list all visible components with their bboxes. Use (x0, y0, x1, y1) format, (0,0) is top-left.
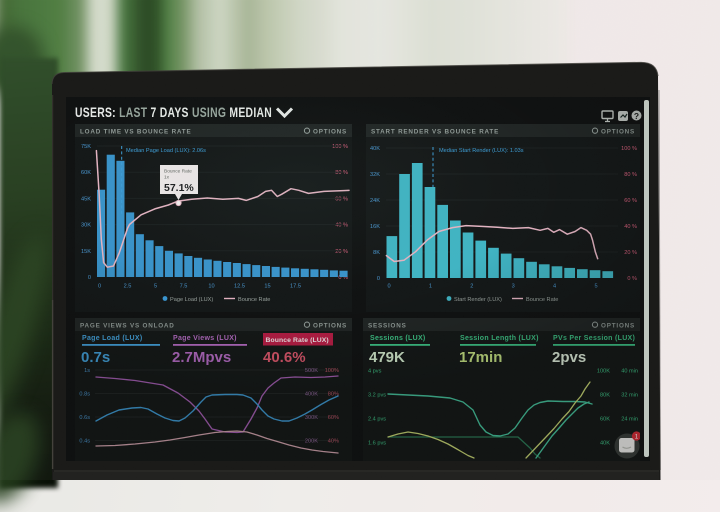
svg-text:Bounce Rate: Bounce Rate (164, 169, 192, 175)
svg-text:40 min: 40 min (621, 369, 638, 375)
svg-text:40%: 40% (328, 439, 339, 445)
svg-text:?: ? (634, 111, 639, 121)
svg-text:300K: 300K (305, 415, 318, 421)
svg-text:LOAD TIME VS BOUNCE RATE: LOAD TIME VS BOUNCE RATE (80, 129, 191, 136)
svg-text:40K: 40K (370, 146, 380, 152)
svg-text:15K: 15K (81, 249, 91, 255)
svg-text:24K: 24K (370, 198, 380, 204)
svg-text:40K: 40K (600, 441, 610, 447)
svg-text:80 %: 80 % (335, 170, 348, 176)
svg-text:2.5: 2.5 (124, 284, 132, 290)
svg-text:Median Page Load (LUX): 2.06s: Median Page Load (LUX): 2.06s (126, 148, 206, 154)
svg-text:40 %: 40 % (624, 224, 637, 230)
svg-text:32 min: 32 min (621, 393, 638, 399)
svg-text:OPTIONS: OPTIONS (313, 129, 347, 136)
svg-text:8K: 8K (373, 250, 380, 256)
svg-text:1: 1 (429, 284, 432, 290)
svg-text:60K: 60K (600, 417, 610, 423)
svg-text:OPTIONS: OPTIONS (601, 129, 635, 136)
svg-text:75K: 75K (81, 144, 91, 150)
svg-text:2: 2 (470, 284, 473, 290)
svg-text:60 %: 60 % (335, 196, 348, 202)
svg-text:60%: 60% (328, 415, 339, 421)
svg-text:3: 3 (512, 284, 515, 290)
svg-text:1.6 pvs: 1.6 pvs (368, 441, 386, 447)
svg-text:0: 0 (88, 275, 91, 281)
svg-text:0.7s: 0.7s (81, 349, 110, 366)
svg-text:12.5: 12.5 (234, 284, 245, 290)
svg-text:2pvs: 2pvs (552, 349, 586, 366)
svg-text:16K: 16K (370, 224, 380, 230)
svg-text:57.1%: 57.1% (164, 182, 194, 194)
svg-text:10: 10 (208, 284, 214, 290)
svg-text:PAGE VIEWS VS ONLOAD: PAGE VIEWS VS ONLOAD (80, 323, 175, 330)
svg-text:0.6s: 0.6s (79, 415, 90, 421)
svg-text:200K: 200K (305, 439, 318, 445)
svg-text:0: 0 (377, 276, 380, 282)
svg-text:Bounce Rate (LUX): Bounce Rate (LUX) (266, 337, 329, 344)
svg-text:Page Load (LUX): Page Load (LUX) (170, 297, 213, 303)
svg-text:7.5: 7.5 (180, 284, 188, 290)
svg-text:100 %: 100 % (332, 144, 348, 150)
svg-text:Start Render (LUX): Start Render (LUX) (454, 297, 502, 303)
svg-text:OPTIONS: OPTIONS (313, 323, 347, 330)
svg-text:Session Length (LUX): Session Length (LUX) (460, 335, 539, 342)
svg-text:SESSIONS: SESSIONS (368, 323, 407, 330)
svg-text:479K: 479K (369, 349, 405, 366)
svg-text:5: 5 (594, 284, 597, 290)
svg-text:2.7Mpvs: 2.7Mpvs (172, 349, 231, 366)
svg-text:15: 15 (264, 284, 270, 290)
svg-text:1: 1 (635, 433, 639, 440)
svg-text:0 %: 0 % (627, 276, 637, 282)
svg-text:100 %: 100 % (621, 146, 637, 152)
svg-text:0: 0 (387, 284, 390, 290)
svg-text:1x: 1x (164, 175, 170, 181)
svg-text:30K: 30K (81, 223, 91, 229)
svg-text:Page Load (LUX): Page Load (LUX) (82, 335, 143, 342)
svg-text:OPTIONS: OPTIONS (601, 323, 635, 330)
svg-text:0.8s: 0.8s (79, 392, 90, 398)
svg-text:60K: 60K (81, 170, 91, 176)
svg-text:PVs Per Session (LUX): PVs Per Session (LUX) (553, 335, 635, 342)
svg-text:5: 5 (154, 284, 157, 290)
svg-text:100K: 100K (597, 369, 610, 375)
svg-text:1s: 1s (84, 368, 90, 374)
svg-text:Median Start Render (LUX): 1.0: Median Start Render (LUX): 1.03s (439, 148, 524, 154)
svg-text:Bounce Rate: Bounce Rate (526, 297, 558, 303)
svg-text:40 %: 40 % (335, 223, 348, 229)
svg-text:Sessions (LUX): Sessions (LUX) (370, 335, 426, 342)
svg-text:17min: 17min (459, 349, 502, 366)
svg-text:80K: 80K (600, 393, 610, 399)
svg-text:3.2 pvs: 3.2 pvs (368, 393, 386, 399)
svg-text:100%: 100% (325, 368, 339, 374)
svg-text:80 %: 80 % (624, 172, 637, 178)
svg-text:40.6%: 40.6% (263, 349, 306, 366)
svg-text:45K: 45K (81, 196, 91, 202)
svg-text:0.4s: 0.4s (79, 439, 90, 445)
svg-text:20 %: 20 % (335, 249, 348, 255)
svg-text:START RENDER VS BOUNCE RATE: START RENDER VS BOUNCE RATE (371, 129, 499, 136)
svg-text:60 %: 60 % (624, 198, 637, 204)
svg-text:4 pvs: 4 pvs (368, 369, 382, 375)
svg-text:32K: 32K (370, 172, 380, 178)
svg-text:0: 0 (98, 284, 101, 290)
svg-text:2.4 pvs: 2.4 pvs (368, 417, 386, 423)
svg-text:Bounce Rate: Bounce Rate (238, 297, 270, 303)
svg-text:20 %: 20 % (624, 250, 637, 256)
svg-text:400K: 400K (305, 392, 318, 398)
svg-text:17.5: 17.5 (290, 284, 301, 290)
svg-text:4: 4 (553, 284, 556, 290)
svg-text:24 min: 24 min (621, 417, 638, 423)
svg-text:Page Views (LUX): Page Views (LUX) (173, 335, 237, 342)
svg-text:500K: 500K (305, 368, 318, 374)
